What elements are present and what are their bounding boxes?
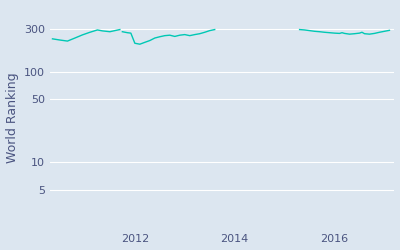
Y-axis label: World Ranking: World Ranking bbox=[6, 72, 18, 163]
